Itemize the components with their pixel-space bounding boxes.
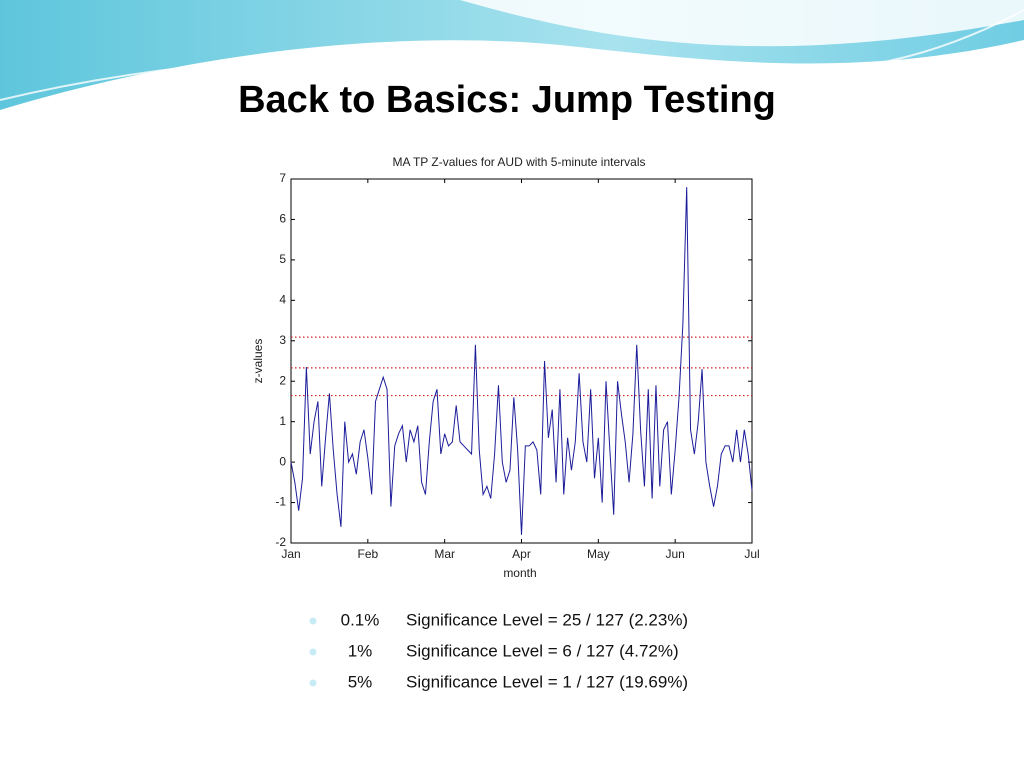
y-tick-label: 5 (279, 252, 286, 266)
bullet-text: Significance Level = 1 / 127 (19.69%) (406, 672, 688, 691)
chart-title: MA TP Z-values for AUD with 5-minute int… (393, 155, 646, 169)
y-tick-label: 3 (279, 333, 286, 347)
x-axis-label: month (503, 566, 536, 580)
plot-area (290, 178, 753, 544)
x-tick-label: May (587, 547, 610, 561)
x-tick-label: Jun (665, 547, 684, 561)
bullet-dot (309, 617, 317, 625)
bullet-text: Significance Level = 25 / 127 (2.23%) (406, 610, 688, 629)
y-tick-label: -2 (275, 535, 286, 549)
y-tick-label: 1 (279, 414, 286, 428)
bullet-level: 0.1% (341, 610, 380, 629)
x-tick-label: Jul (744, 547, 759, 561)
bullet-dot (309, 648, 317, 656)
wave-line (0, 9, 1024, 101)
y-tick-label: 0 (279, 454, 286, 468)
slide-title: Back to Basics: Jump Testing (238, 79, 776, 121)
bullet-level: 5% (348, 672, 373, 691)
data-line (290, 187, 753, 535)
chart: MA TP Z-values for AUD with 5-minute int… (251, 155, 760, 580)
x-tick-label: Mar (434, 547, 455, 561)
bullet-level: 1% (348, 641, 373, 660)
bullet-list: 0.1% Significance Level = 25 / 127 (2.23%… (309, 610, 688, 691)
bullet-text: Significance Level = 6 / 127 (4.72%) (406, 641, 679, 660)
x-tick-label: Apr (512, 547, 531, 561)
y-axis-label: z-values (251, 339, 265, 384)
y-tick-label: 2 (279, 373, 286, 387)
y-tick-label: -1 (275, 495, 286, 509)
y-tick-label: 7 (279, 171, 286, 185)
x-tick-label: Feb (357, 547, 378, 561)
y-tick-label: 4 (279, 293, 286, 307)
header-wave-light (460, 0, 1024, 47)
bullet-dot (309, 679, 317, 687)
y-tick-label: 6 (279, 212, 286, 226)
x-tick-label: Jan (281, 547, 300, 561)
